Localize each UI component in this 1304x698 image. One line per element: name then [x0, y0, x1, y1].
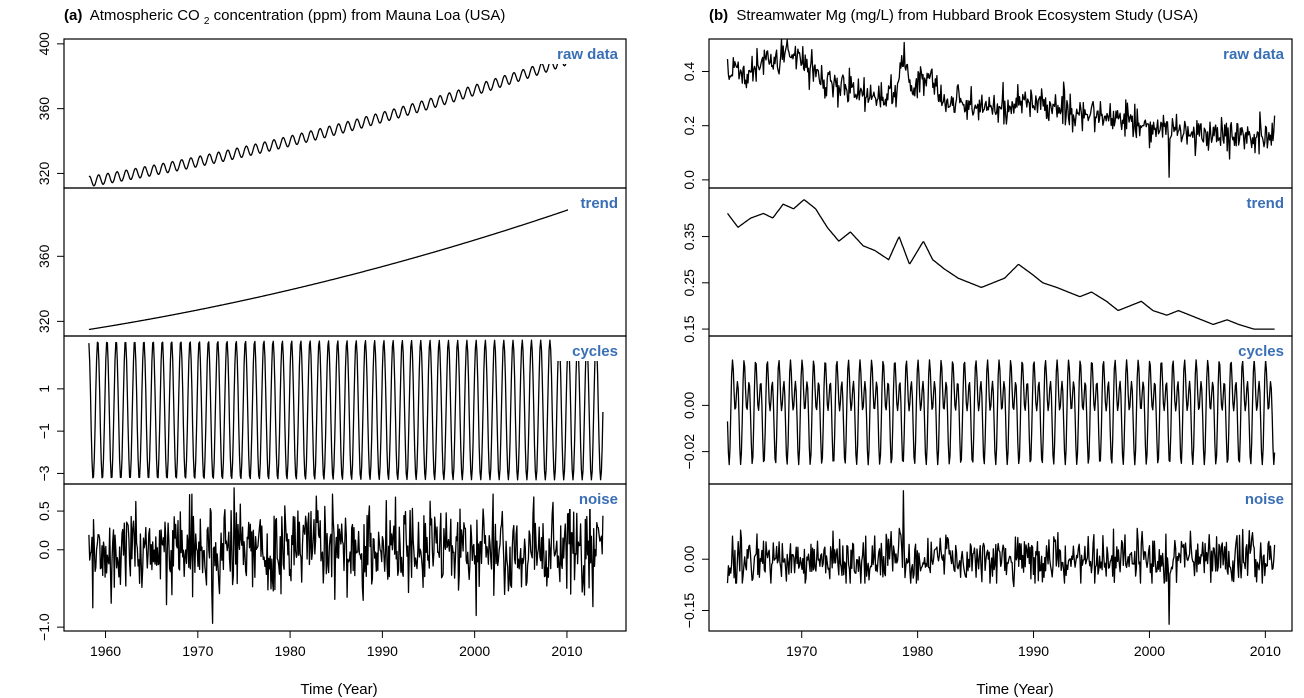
panel-label-bg	[1222, 339, 1288, 361]
ytick-label: 0.15	[681, 315, 697, 342]
ytick-label: 0.4	[681, 62, 697, 82]
panel-label-bg	[564, 487, 622, 509]
series-line-b-cycles	[726, 359, 1276, 466]
panel-label-bg	[568, 191, 622, 213]
series-line-a-cycles	[88, 339, 604, 481]
ytick-label: 0.2	[681, 116, 697, 136]
panel-label-bg	[556, 339, 622, 361]
ytick-label: 360	[36, 97, 52, 121]
panel-label: raw data	[1223, 46, 1285, 63]
panel-a-raw-data: raw data 320 360 400	[36, 32, 627, 189]
chart-b-tag: (b)	[709, 7, 728, 24]
panel-label: trend	[581, 195, 619, 212]
chart-b-xlabel: Time (Year)	[976, 681, 1053, 698]
xtick-label: 1970	[182, 643, 213, 659]
ytick-label: −0.15	[681, 593, 697, 629]
ytick-label: −3	[36, 465, 52, 481]
series-line-a-raw-data	[88, 43, 604, 187]
panel-label-bg	[1202, 42, 1288, 64]
ytick-label: 0.35	[681, 223, 697, 250]
xtick-label: 2000	[1134, 643, 1165, 659]
ytick-label: 360	[36, 244, 52, 268]
chart-a-title-main: Atmospheric CO	[90, 7, 200, 24]
ytick-label: 0.00	[681, 392, 697, 419]
chart-a-xlabel: Time (Year)	[300, 681, 377, 698]
ytick-label: 0.0	[681, 170, 697, 190]
chart-b-title-main: Streamwater Mg (mg/L) from Hubbard Brook…	[736, 7, 1198, 24]
panel-a-noise: noise −1.0 0.0 0.5	[36, 483, 627, 641]
panel-a-cycles: cycles −3 −1 1	[36, 335, 627, 485]
xtick-label: 2010	[1250, 643, 1281, 659]
xtick-label: 1960	[90, 643, 121, 659]
panel-frame	[63, 187, 627, 337]
xtick-label: 1990	[1018, 643, 1049, 659]
panel-label-bg	[1234, 191, 1288, 213]
panel-b-trend: trend 0.15 0.25 0.35	[681, 187, 1293, 343]
panel-label: noise	[579, 491, 618, 508]
plot-layer: raw data 320 360 400 trend 320 360 cycles −3 −1 1 n…	[36, 32, 1293, 659]
ytick-label: −1.0	[36, 613, 52, 641]
ytick-label: −1	[36, 423, 52, 439]
chart-b-plots: raw data 0.0 0.2 0.4 trend 0.15 0.25 0.35 cycles…	[681, 38, 1293, 659]
panel-b-cycles: cycles −0.02 0.00	[681, 335, 1293, 485]
ytick-label: 0.25	[681, 269, 697, 296]
ytick-label: 0.0	[36, 540, 52, 560]
ytick-label: −0.02	[681, 434, 697, 470]
panel-label-bg	[536, 42, 622, 64]
series-line-b-trend	[726, 199, 1275, 330]
xtick-label: 2000	[459, 643, 490, 659]
chart-a-title-rest: concentration (ppm) from Mauna Loa (USA)	[214, 7, 506, 24]
panel-label: trend	[1247, 195, 1285, 212]
ytick-label: 1	[36, 385, 52, 393]
chart-a-title: (a) Atmospheric CO 2 concentration (ppm)…	[64, 7, 505, 28]
panel-label: noise	[1245, 491, 1284, 508]
ytick-label: 0.5	[36, 501, 52, 521]
chart-b-title: (b) Streamwater Mg (mg/L) from Hubbard B…	[709, 7, 1198, 24]
xtick-label: 1970	[786, 643, 817, 659]
panel-label: raw data	[557, 46, 619, 63]
chart-a-plots: raw data 320 360 400 trend 320 360 cycles −3 −1 1 n…	[36, 32, 627, 659]
ytick-label: 320	[36, 162, 52, 186]
panel-label: cycles	[572, 343, 618, 360]
chart-b: (b) Streamwater Mg (mg/L) from Hubbard B…	[709, 7, 1198, 698]
panel-a-trend: trend 320 360	[36, 187, 627, 337]
panel-frame	[708, 187, 1293, 337]
chart-a-title-subscript: 2	[204, 16, 210, 27]
panel-label-bg	[1230, 487, 1288, 509]
series-line-a-noise	[88, 487, 604, 624]
panel-b-noise: noise −0.15 0.00	[681, 483, 1293, 632]
xtick-label: 1980	[275, 643, 306, 659]
chart-a: (a) Atmospheric CO 2 concentration (ppm)…	[64, 7, 505, 698]
xtick-label: 1980	[902, 643, 933, 659]
chart-a-tag: (a)	[64, 7, 82, 24]
panel-label: cycles	[1238, 343, 1284, 360]
xtick-label: 1990	[367, 643, 398, 659]
xtick-label: 2010	[551, 643, 582, 659]
ytick-label: 400	[36, 32, 52, 56]
series-line-a-trend	[88, 197, 604, 331]
ytick-label: 0.00	[681, 545, 697, 572]
ytick-label: 320	[36, 309, 52, 333]
panel-b-raw-data: raw data 0.0 0.2 0.4	[681, 38, 1293, 190]
series-line-b-noise	[726, 490, 1276, 625]
series-line-b-raw-data	[726, 38, 1276, 178]
